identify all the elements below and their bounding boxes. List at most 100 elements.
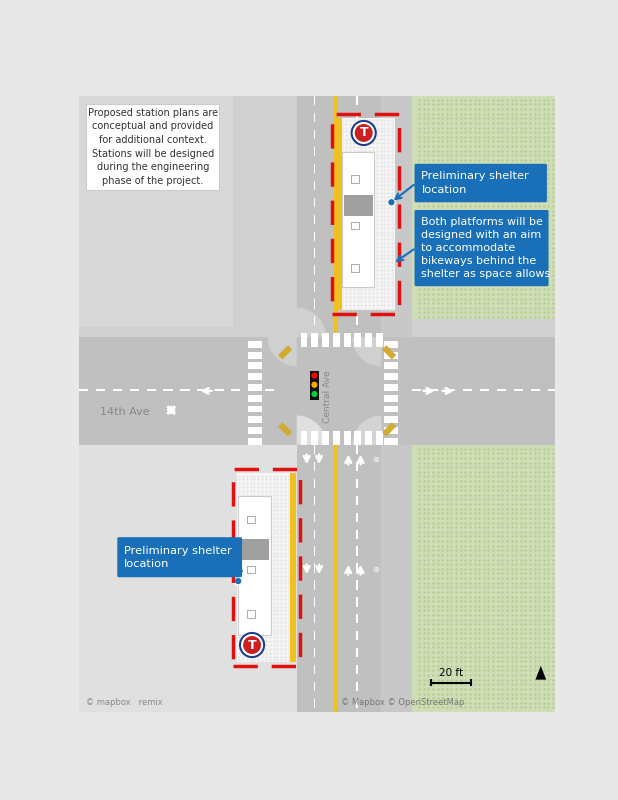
Bar — [214, 390, 224, 391]
Polygon shape — [278, 346, 292, 359]
Bar — [238, 496, 271, 635]
Bar — [248, 352, 262, 358]
Bar — [384, 416, 397, 423]
Bar — [311, 333, 318, 347]
Bar — [248, 390, 258, 391]
Circle shape — [387, 198, 396, 206]
Bar — [310, 371, 319, 400]
Bar — [248, 362, 262, 370]
Bar — [356, 231, 358, 241]
Bar — [314, 631, 315, 640]
Bar — [314, 130, 315, 139]
Bar — [356, 96, 358, 106]
Bar — [311, 431, 318, 445]
Bar — [356, 214, 358, 224]
Bar — [352, 175, 359, 183]
Bar — [333, 333, 340, 347]
Bar — [112, 390, 122, 391]
Text: © Mapbox © OpenStreetMap: © Mapbox © OpenStreetMap — [341, 698, 464, 706]
Bar — [384, 341, 397, 348]
Bar — [314, 164, 315, 173]
Bar — [384, 394, 397, 402]
Text: © mapbox   remix: © mapbox remix — [87, 698, 163, 706]
Bar — [314, 496, 315, 505]
Bar — [300, 431, 308, 445]
Bar — [381, 445, 412, 712]
Bar — [356, 198, 358, 207]
Bar — [237, 474, 296, 662]
Bar — [248, 406, 262, 413]
Circle shape — [234, 578, 242, 585]
Bar — [79, 445, 297, 712]
FancyBboxPatch shape — [117, 538, 242, 578]
Bar — [314, 231, 315, 241]
Bar — [334, 445, 337, 712]
Bar — [344, 431, 350, 445]
Bar — [376, 333, 383, 347]
Bar — [248, 394, 262, 402]
Bar — [164, 390, 173, 391]
Bar — [314, 530, 315, 538]
Bar — [290, 474, 296, 662]
Bar — [356, 563, 358, 573]
Text: 14th Ave: 14th Ave — [100, 406, 150, 417]
Bar — [412, 445, 555, 712]
Bar — [180, 390, 190, 391]
Circle shape — [311, 373, 318, 378]
Bar — [247, 516, 255, 523]
Bar — [322, 431, 329, 445]
FancyBboxPatch shape — [415, 164, 547, 202]
Bar — [79, 96, 297, 337]
Bar — [355, 333, 362, 347]
Bar — [248, 384, 262, 391]
Bar — [322, 333, 329, 347]
Bar — [384, 362, 397, 370]
Wedge shape — [352, 337, 381, 366]
Bar — [314, 478, 315, 488]
Bar — [342, 152, 375, 287]
Bar — [314, 249, 315, 258]
Bar — [344, 333, 350, 347]
Bar — [356, 147, 358, 156]
Bar — [300, 333, 308, 347]
Bar — [314, 665, 315, 674]
Bar — [381, 96, 555, 337]
Bar — [412, 390, 421, 391]
Wedge shape — [268, 308, 326, 366]
Bar — [356, 699, 358, 708]
Bar — [314, 96, 315, 106]
Circle shape — [350, 120, 377, 146]
Bar — [446, 390, 455, 391]
Bar — [314, 445, 315, 454]
Bar — [314, 147, 315, 156]
Bar — [356, 249, 358, 258]
Bar — [356, 496, 358, 505]
Bar — [356, 164, 358, 173]
Bar — [314, 333, 315, 342]
Bar — [314, 214, 315, 224]
Bar — [336, 118, 342, 310]
Bar — [352, 264, 359, 271]
Wedge shape — [297, 415, 326, 445]
Text: Both platforms will be
designed with an aim
to accommodate
bikeways behind the
s: Both platforms will be designed with an … — [421, 217, 551, 279]
Bar — [356, 648, 358, 658]
Bar — [314, 282, 315, 291]
Bar — [384, 373, 397, 380]
Text: T: T — [360, 126, 368, 139]
Bar — [356, 266, 358, 274]
Bar — [146, 390, 156, 391]
Bar — [332, 114, 399, 314]
Bar — [356, 614, 358, 623]
Text: T: T — [248, 638, 256, 651]
Bar — [336, 118, 396, 310]
Bar — [248, 416, 262, 423]
Bar — [356, 299, 358, 309]
Polygon shape — [535, 666, 546, 680]
Bar — [356, 598, 358, 606]
Bar — [79, 96, 233, 327]
Bar — [333, 431, 340, 445]
Bar — [384, 384, 397, 391]
Circle shape — [239, 632, 265, 658]
Bar — [365, 333, 372, 347]
Bar — [248, 438, 262, 445]
